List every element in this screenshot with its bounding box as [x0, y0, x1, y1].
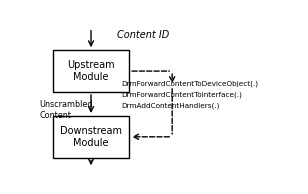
Bar: [53, 116, 129, 158]
Text: Unscrambled
Content: Unscrambled Content: [40, 100, 93, 120]
Bar: [53, 50, 129, 92]
Text: Downstream
Module: Downstream Module: [60, 126, 122, 148]
Text: DrmForwardContentToInterface(.): DrmForwardContentToInterface(.): [121, 92, 242, 98]
Text: Content ID: Content ID: [117, 30, 170, 41]
Text: Upstream
Module: Upstream Module: [67, 60, 115, 82]
Text: DrmAddContentHandlers(.): DrmAddContentHandlers(.): [121, 103, 219, 109]
Text: DrmForwardContentToDeviceObject(.): DrmForwardContentToDeviceObject(.): [121, 81, 258, 87]
